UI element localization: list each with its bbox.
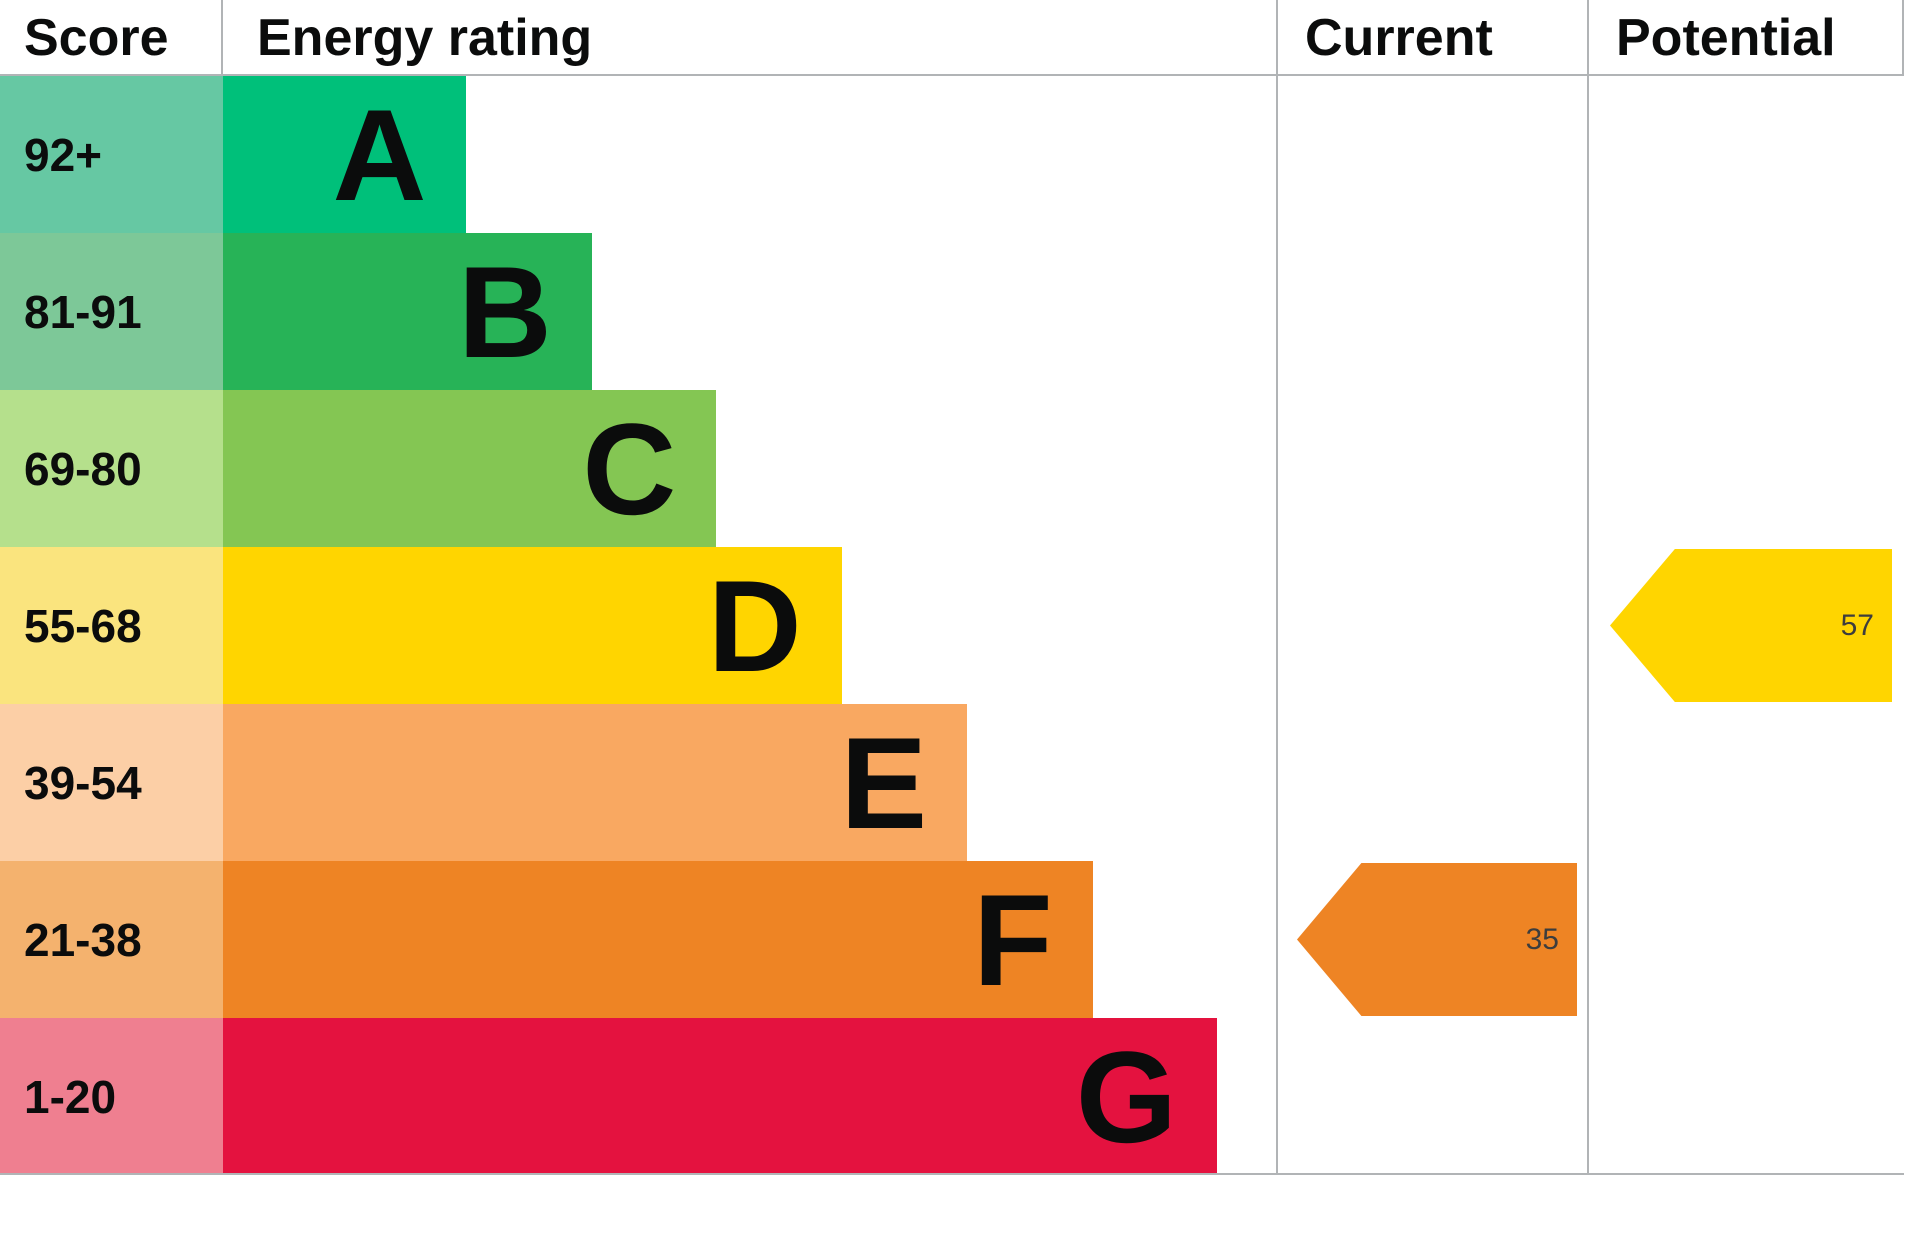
bar-area: A xyxy=(223,76,1277,233)
bar-area: D xyxy=(223,547,1277,704)
rating-bar: D xyxy=(223,547,842,704)
score-range-label: 21-38 xyxy=(24,913,142,966)
bar-area: G xyxy=(223,1018,1277,1175)
score-cell: 39-54 xyxy=(0,704,223,861)
band-letter: B xyxy=(458,238,552,385)
band-row-g: 1-20 G xyxy=(0,1018,1277,1175)
current-value: 35 xyxy=(1525,922,1559,956)
band-letter: D xyxy=(707,552,802,699)
current-arrow: 35 xyxy=(1297,863,1577,1016)
bar-area: B xyxy=(223,233,1277,390)
score-cell: 69-80 xyxy=(0,390,223,547)
energy-rating-column-header: Energy rating xyxy=(257,9,593,67)
band-letter: F xyxy=(973,866,1053,1013)
rating-bar: F xyxy=(223,861,1093,1018)
rating-bar: B xyxy=(223,233,592,390)
score-cell: 55-68 xyxy=(0,547,223,704)
rating-bar: C xyxy=(223,390,717,547)
score-range-label: 55-68 xyxy=(24,599,142,652)
rating-bar: A xyxy=(223,76,467,233)
band-row-e: 39-54 E xyxy=(0,704,1277,861)
chart-header: Score Energy rating Current Potential xyxy=(0,0,1905,76)
band-rows: 92+ A 81-91 B 69-80 xyxy=(0,76,1277,1175)
band-letter: G xyxy=(1075,1023,1177,1170)
score-column-header: Score xyxy=(24,9,169,67)
score-cell: 92+ xyxy=(0,76,223,233)
header-divider xyxy=(0,74,1904,76)
band-letter: A xyxy=(332,81,427,228)
score-range-label: 81-91 xyxy=(24,285,142,338)
current-column-divider xyxy=(1276,0,1278,1175)
score-cell: 81-91 xyxy=(0,233,223,390)
band-row-d: 55-68 D xyxy=(0,547,1277,704)
band-row-f: 21-38 F xyxy=(0,861,1277,1018)
band-row-b: 81-91 B xyxy=(0,233,1277,390)
score-cell: 1-20 xyxy=(0,1018,223,1175)
band-row-a: 92+ A xyxy=(0,76,1277,233)
rating-bar: E xyxy=(223,704,968,861)
current-column-header: Current xyxy=(1305,9,1493,67)
right-edge-divider xyxy=(1902,0,1904,76)
score-range-label: 39-54 xyxy=(24,756,142,809)
potential-value: 57 xyxy=(1840,608,1874,642)
band-row-c: 69-80 C xyxy=(0,390,1277,547)
band-letter: E xyxy=(840,709,928,856)
bar-area: F xyxy=(223,861,1277,1018)
score-cell: 21-38 xyxy=(0,861,223,1018)
potential-column-header: Potential xyxy=(1616,9,1836,67)
rating-bar: G xyxy=(223,1018,1217,1175)
potential-arrow: 57 xyxy=(1610,549,1892,702)
score-column-divider xyxy=(221,0,223,76)
band-letter: C xyxy=(582,395,677,542)
potential-column-divider xyxy=(1587,0,1589,1175)
score-range-label: 92+ xyxy=(24,128,103,181)
bottom-divider xyxy=(0,1173,1904,1175)
bar-area: C xyxy=(223,390,1277,547)
score-range-label: 1-20 xyxy=(24,1070,117,1123)
score-range-label: 69-80 xyxy=(24,442,142,495)
bar-area: E xyxy=(223,704,1277,861)
